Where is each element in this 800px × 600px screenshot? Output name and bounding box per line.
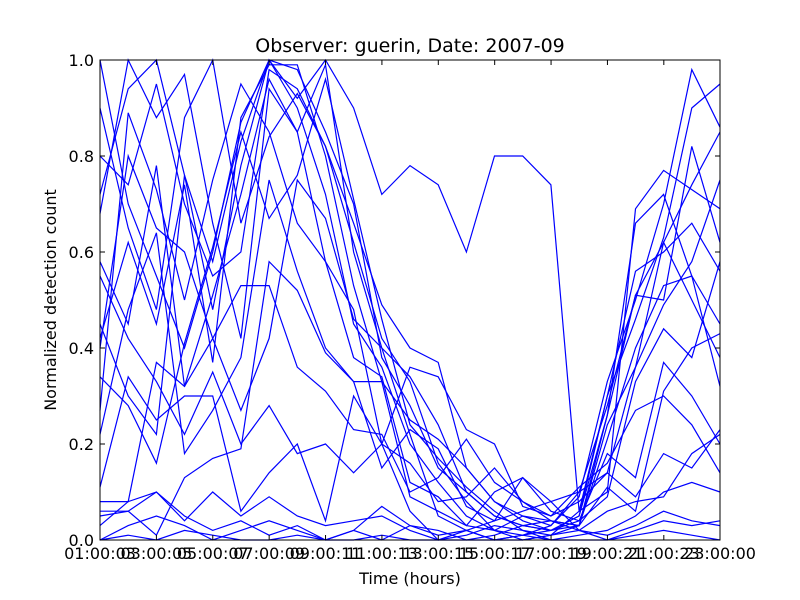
series-line-18: [99, 58, 721, 532]
x-axis: 01:00:0303:00:0505:00:0707:00:0909:00:11…: [64, 60, 756, 563]
x-tick-label: 23:00:00: [684, 544, 756, 563]
series-line-7: [99, 58, 721, 541]
x-tick-label: 05:00:07: [177, 544, 249, 563]
x-tick-label: 03:00:05: [120, 544, 192, 563]
x-tick-label: 15:00:17: [459, 544, 531, 563]
y-tick-label: 0.8: [69, 147, 94, 166]
y-tick-label: 0.4: [69, 339, 94, 358]
series-line-16: [99, 58, 721, 532]
x-tick-label: 21:00:23: [628, 544, 700, 563]
x-tick-label: 01:00:03: [64, 544, 136, 563]
series-line-11: [99, 375, 721, 523]
series-line-1: [99, 58, 721, 513]
series-line-9: [100, 285, 721, 527]
y-axis: 0.0 0.2 0.4 0.6 0.8 1.0: [69, 51, 720, 550]
x-tick-label: 13:00:15: [402, 544, 474, 563]
series-line-2: [99, 59, 721, 532]
series-line-5: [99, 82, 721, 541]
x-tick-label: 07:00:09: [233, 544, 305, 563]
x-tick-label: 17:00:19: [515, 544, 587, 563]
series-line-20: [99, 275, 721, 517]
chart-title: Observer: guerin, Date: 2007-09: [255, 35, 565, 57]
y-tick-label: 1.0: [69, 51, 94, 70]
y-tick-label: 0.2: [69, 435, 94, 454]
series-line-10: [99, 260, 721, 537]
x-axis-title: Time (hours): [358, 569, 461, 588]
series-line-19: [99, 491, 721, 541]
plot-frame: [99, 59, 721, 541]
x-tick-label: 09:00:11: [290, 544, 362, 563]
series-line-13: [100, 481, 721, 541]
x-tick-label: 19:00:21: [572, 544, 644, 563]
series-line-8: [99, 179, 721, 527]
y-tick-label: 0.0: [69, 531, 94, 550]
x-tick-label: 11:00:13: [346, 544, 418, 563]
series-line-4: [99, 64, 721, 527]
y-axis-title: Normalized detection count: [41, 189, 60, 411]
series-line-15: [99, 153, 721, 532]
y-tick-label: 0.6: [69, 243, 94, 262]
